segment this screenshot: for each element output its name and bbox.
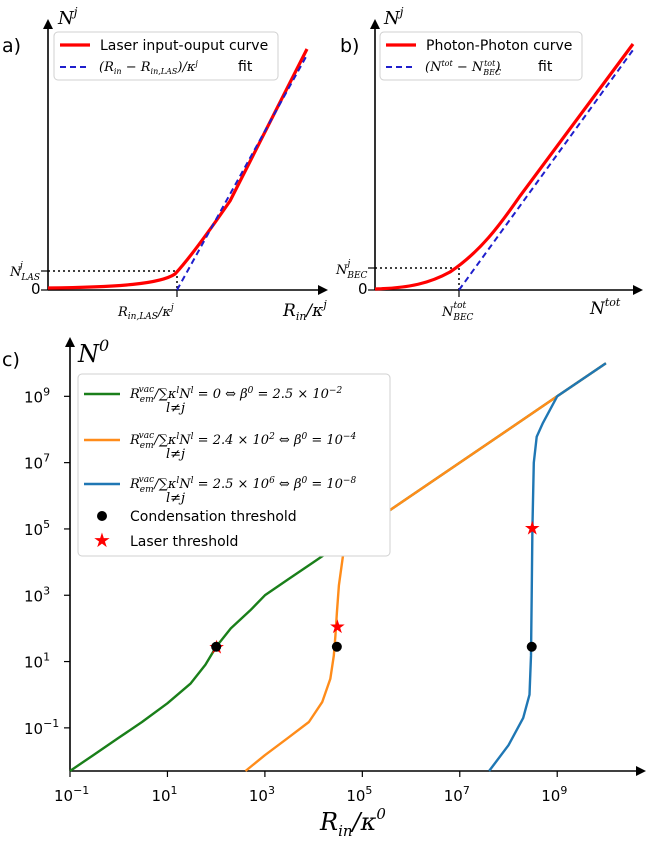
panel-b: b) Nj Ntot NBECtot 0 NBECj Photon-Photon…	[335, 5, 643, 323]
panel-c-x-tick-label: 109	[541, 784, 567, 805]
panel-c-y-tick-label: 103	[24, 584, 50, 605]
panel-a-ylabel: Nj	[57, 5, 78, 29]
panel-c-legend-laser-marker: ★	[93, 528, 111, 552]
panel-c-legend-sub-blue: l≠j	[166, 491, 185, 506]
panel-c-legend-box	[77, 373, 391, 557]
panel-c-label: c)	[2, 349, 20, 371]
panel-c-legend-label-orange: Remvac/∑κlNl = 2.4 × 102 ⇔ β0 = 10−4	[129, 431, 356, 451]
panel-c-y-tick-label: 101	[24, 651, 50, 672]
panel-a-zero-label: 0	[31, 280, 41, 298]
panel-a-label: a)	[2, 35, 21, 57]
panel-b-zero-label: 0	[358, 280, 368, 298]
panel-c-markers: ★★★	[208, 518, 541, 659]
panel-c-legend-sub-green: l≠j	[166, 401, 185, 416]
panel-b-label: b)	[340, 35, 359, 57]
panel-c-x-tick-label: 107	[444, 784, 470, 805]
panel-a-legend: Laser input-ouput curve (Rin − Rin,LAS)/…	[53, 31, 279, 81]
panel-c-x-tick-label: 105	[346, 784, 372, 805]
panel-a-legend-label-1: Laser input-ouput curve	[100, 38, 268, 54]
panel-a-fit-line	[176, 54, 308, 291]
panel-b-x-tick-label: NBECtot	[441, 301, 474, 323]
panel-b-ylabel: Nj	[383, 5, 404, 29]
panel-a-legend-label-2: fit	[238, 59, 253, 75]
panel-b-legend: Photon-Photon curve (Ntot − NBECtot) fit	[379, 31, 583, 81]
panel-c-condensation-marker	[331, 641, 342, 652]
panel-c-xlabel: Rin/κ0	[319, 805, 386, 840]
panel-c-lines	[69, 362, 607, 772]
panel-b-xlabel: Ntot	[589, 296, 621, 319]
panel-c-legend-label-green: Remvac/∑κlNl = 0 ⇔ β0 = 2.5 × 10−2	[129, 385, 342, 405]
panel-c-ylabel: N0	[77, 336, 109, 368]
panel-a-xlabel: Rin/κj	[282, 298, 327, 323]
panel-a-laser-curve	[47, 48, 309, 290]
panel-c: c) N0 Rin/κ0 10−1 101 103 105 107 10910−11011…	[2, 336, 646, 840]
panel-b-y-tick-label: NBECj	[335, 259, 368, 281]
panel-c-y-tick-label: 109	[24, 385, 50, 406]
panel-c-y-tick-label: 105	[24, 518, 50, 539]
panel-b-legend-box	[379, 31, 583, 81]
panel-c-legend: Remvac/∑κlNl = 0 ⇔ β0 = 2.5 × 10−2 l≠j R…	[77, 373, 391, 557]
panel-c-series-orange	[244, 362, 607, 772]
panel-b-legend-fit-formula: (Ntot − NBECtot)	[425, 59, 501, 77]
panel-c-laser-threshold-marker: ★	[524, 518, 541, 540]
panel-a-y-tick-label: NLASj	[9, 261, 40, 283]
panel-b-legend-label-2: fit	[538, 59, 553, 75]
panel-c-y-tick-label: 10−1	[24, 717, 59, 738]
panel-c-legend-cond-marker	[97, 511, 107, 521]
panel-c-y-tick-label: 107	[24, 452, 50, 473]
panel-a-legend-box	[53, 31, 279, 81]
panel-c-condensation-marker	[211, 641, 222, 652]
panel-c-ticks: 10−1 101 103 105 107 109 10−1 101 103 105 107 109	[24, 385, 567, 805]
panel-b-fit-line	[458, 49, 634, 291]
panel-c-x-tick-label: 10−1	[54, 784, 89, 805]
panel-c-x-tick-label: 101	[151, 784, 177, 805]
panel-a: a) Nj Rin/κj Rin,LAS/κj 0 NLASj Laser in…	[2, 5, 328, 323]
panel-b-legend-label-1: Photon-Photon curve	[426, 38, 572, 54]
panel-c-legend-laser-label: Laser threshold	[130, 534, 238, 550]
panel-c-series-steel	[488, 362, 607, 772]
panel-c-legend-sub-orange: l≠j	[166, 447, 185, 462]
panel-c-condensation-marker	[526, 641, 537, 652]
panel-b-photon-curve	[374, 43, 635, 291]
panel-c-legend-label-blue: Remvac/∑κlNl = 2.5 × 106 ⇔ β0 = 10−8	[129, 475, 356, 495]
panel-c-laser-threshold-marker: ★	[329, 616, 346, 638]
panel-c-legend-cond-label: Condensation threshold	[130, 509, 297, 525]
panel-a-x-tick-label: Rin,LAS/κj	[117, 303, 174, 322]
panel-c-x-tick-label: 103	[249, 784, 275, 805]
